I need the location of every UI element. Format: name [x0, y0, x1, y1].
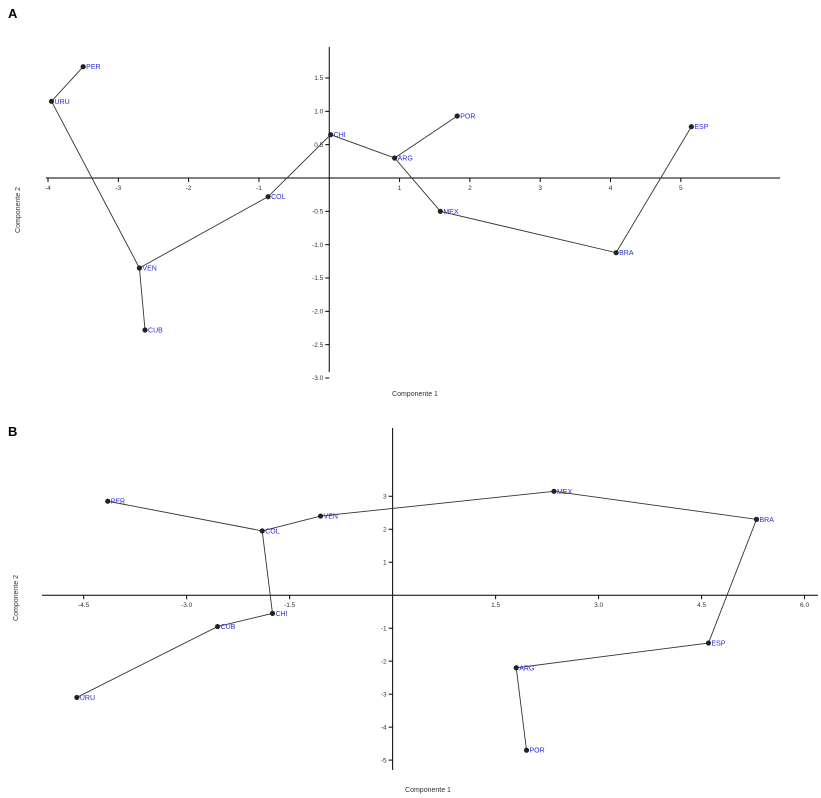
connection-line [394, 115, 458, 159]
y-tick-label: -4 [381, 724, 387, 731]
y-tick-label: 0.5 [314, 142, 323, 149]
data-point-chi [269, 610, 276, 616]
point-label-mex: MEX [557, 489, 573, 496]
x-tick-label: 4.5 [697, 602, 706, 609]
data-point-uru [74, 694, 80, 701]
x-tick-label: 4 [609, 185, 613, 192]
panel-letter: B [8, 424, 17, 439]
data-point-bra [613, 250, 619, 256]
x-tick-label: -4 [45, 185, 51, 192]
point-label-cub: CUB [148, 328, 163, 335]
point-label-chi: CHI [334, 132, 346, 139]
y-tick-label: -0.5 [312, 209, 324, 216]
y-tick-label: -3.0 [312, 375, 324, 382]
y-tick-label: -1.5 [312, 275, 324, 282]
chart-panel-b: B -4.5 -3.0 -1.5 1.5 3.0 4.5 6.0 3 2 1 -1 -2 -3 -4 -5 Co… [8, 424, 818, 794]
data-point-esp [705, 640, 712, 646]
point-label-uru: URU [55, 99, 70, 106]
point-label-bra: BRA [760, 517, 775, 524]
point-label-bra: BRA [619, 250, 634, 257]
panel-letter: A [8, 6, 18, 21]
point-label-esp: ESP [694, 124, 708, 131]
data-point-bra [753, 516, 760, 522]
y-axis-title: Componente 2 [13, 575, 20, 621]
x-tick-label: 1 [398, 185, 402, 192]
point-label-ven: VEN [324, 514, 338, 521]
data-point-mex [551, 488, 557, 494]
data-point-mex [437, 208, 443, 214]
data-point-ven [136, 265, 143, 271]
point-label-col: COL [271, 194, 286, 201]
connection-line [76, 530, 273, 698]
point-label-col: COL [265, 528, 280, 535]
y-tick-label: 3 [383, 493, 387, 500]
data-point-col [259, 528, 265, 534]
connection-line [107, 490, 758, 751]
x-tick-label: 3 [538, 185, 542, 192]
x-tick-label: -1.5 [284, 602, 296, 609]
x-tick-label: 5 [679, 185, 683, 192]
x-axis-title: Componente 1 [405, 787, 451, 794]
data-point-chi [328, 132, 334, 138]
y-tick-label: 1.0 [314, 109, 323, 116]
point-label-cub: CUB [221, 624, 236, 631]
x-tick-label: 3.0 [594, 602, 603, 609]
data-point-ven [317, 513, 324, 519]
data-point-arg [392, 155, 398, 161]
point-label-esp: ESP [711, 641, 725, 648]
point-label-arg: ARG [398, 156, 413, 163]
y-tick-label: -2.0 [312, 309, 324, 316]
x-tick-label: -3 [115, 185, 121, 192]
connection-line [50, 66, 146, 331]
y-tick-label: -2 [381, 658, 387, 665]
y-tick-label: -3 [381, 691, 387, 698]
point-label-arg: ARG [519, 665, 534, 672]
y-axis-title: Componente 2 [15, 187, 22, 233]
point-label-uru: URU [80, 695, 95, 702]
x-tick-label: 6.0 [800, 602, 809, 609]
data-point-cub [142, 327, 148, 333]
data-point-col [265, 194, 271, 200]
x-tick-label: 2 [468, 185, 472, 192]
y-tick-label: 1.5 [314, 75, 323, 82]
point-label-por: POR [530, 748, 545, 755]
chart-panel-a: A -4 -3 -2 -1 1 2 3 4 5 1.5 1.0 0.5 -0.5 -1.0 -1.5 -2.0 -… [8, 6, 780, 398]
x-tick-label: -3.0 [181, 602, 193, 609]
data-point-esp [688, 124, 694, 130]
data-point-por [454, 113, 460, 119]
point-label-chi: CHI [275, 611, 287, 618]
data-point-cub [214, 623, 221, 630]
point-label-mex: MEX [443, 209, 459, 216]
x-tick-label: 1.5 [491, 602, 500, 609]
y-tick-label: 2 [383, 526, 387, 533]
x-tick-label: -1 [256, 185, 262, 192]
connection-line [139, 126, 692, 269]
y-tick-label: -1.0 [312, 242, 324, 249]
x-tick-label: -4.5 [78, 602, 90, 609]
y-tick-label: -2.5 [312, 342, 324, 349]
y-tick-label: 1 [383, 559, 387, 566]
x-axis-title: Componente 1 [392, 391, 438, 398]
y-tick-label: -5 [381, 757, 387, 764]
data-point-per [80, 64, 86, 70]
data-point-per [105, 498, 111, 504]
data-point-por [523, 747, 530, 753]
point-label-per: PER [86, 64, 100, 71]
x-tick-label: -2 [186, 185, 192, 192]
data-point-uru [48, 98, 55, 104]
y-tick-label: -1 [381, 625, 387, 632]
point-label-por: POR [460, 114, 475, 121]
point-label-ven: VEN [142, 266, 156, 273]
data-point-arg [513, 665, 519, 671]
point-label-per: PER [111, 499, 125, 506]
